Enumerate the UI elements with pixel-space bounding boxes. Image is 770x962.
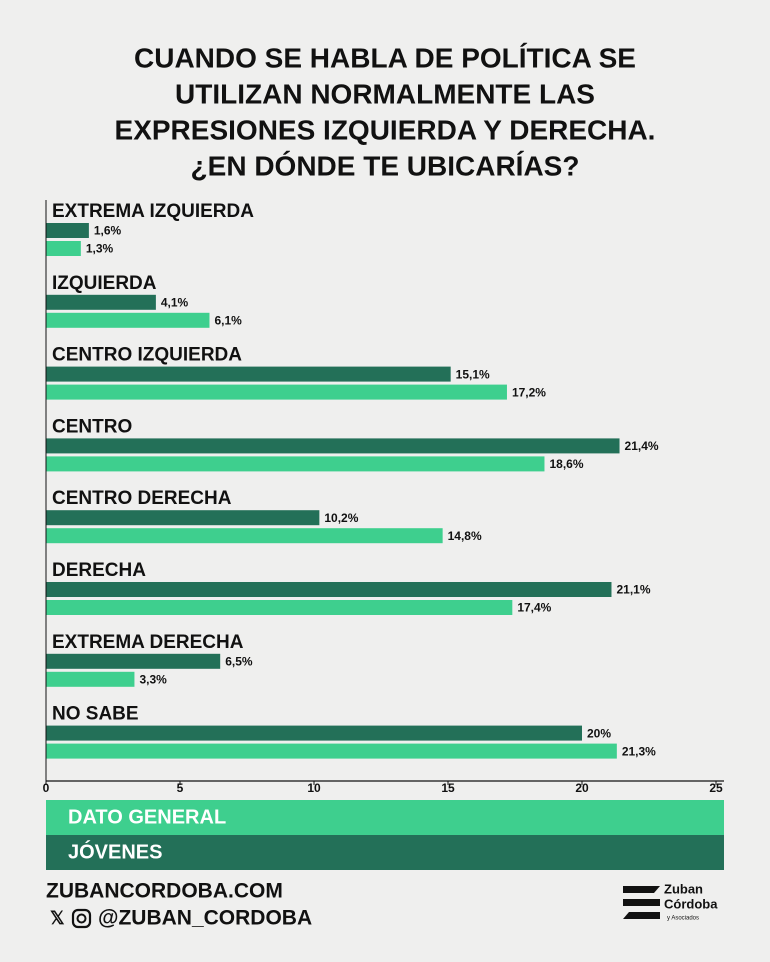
value-label: 10,2% bbox=[324, 511, 358, 525]
value-label: 17,2% bbox=[512, 385, 546, 399]
value-label: 1,3% bbox=[86, 242, 114, 256]
x-tick-label: 0 bbox=[43, 781, 50, 795]
x-tick-label: 15 bbox=[441, 781, 455, 795]
bar bbox=[46, 528, 443, 544]
category-label: CENTRO DERECHA bbox=[52, 488, 232, 509]
bar bbox=[46, 456, 545, 472]
bar bbox=[46, 671, 135, 687]
bar bbox=[46, 312, 210, 328]
category-label: NO SABE bbox=[52, 704, 139, 725]
value-label: 15,1% bbox=[456, 367, 490, 381]
value-label: 3,3% bbox=[139, 672, 167, 686]
website: ZUBANCORDOBA.COM bbox=[46, 880, 283, 903]
x-tick-label: 20 bbox=[575, 781, 589, 795]
value-label: 4,1% bbox=[161, 295, 189, 309]
logo-text: Córdoba bbox=[664, 896, 718, 911]
value-label: 1,6% bbox=[94, 224, 122, 238]
bar bbox=[46, 241, 81, 256]
bar bbox=[46, 384, 507, 400]
instagram-icon bbox=[71, 908, 92, 929]
bar bbox=[46, 725, 582, 741]
value-label: 21,1% bbox=[616, 583, 650, 597]
bar bbox=[46, 510, 320, 526]
value-label: 14,8% bbox=[448, 529, 482, 543]
chart-title: EXPRESIONES IZQUIERDA Y DERECHA. bbox=[115, 114, 656, 145]
bar bbox=[46, 223, 89, 238]
value-label: 6,5% bbox=[225, 654, 253, 668]
bar bbox=[46, 600, 513, 615]
logo-mark bbox=[623, 886, 660, 919]
instagram-icon bbox=[76, 913, 87, 924]
bar bbox=[46, 366, 451, 382]
category-label: EXTREMA IZQUIERDA bbox=[52, 201, 254, 222]
value-label: 20% bbox=[587, 726, 611, 740]
chart-title: CUANDO SE HABLA DE POLÍTICA SE bbox=[134, 42, 636, 73]
category-label: CENTRO bbox=[52, 416, 132, 437]
legend-label: JÓVENES bbox=[68, 839, 162, 863]
chart-title: UTILIZAN NORMALMENTE LAS bbox=[175, 78, 595, 109]
category-label: IZQUIERDA bbox=[52, 273, 157, 294]
bar bbox=[46, 438, 620, 454]
logo-text: y Asociados bbox=[667, 916, 699, 922]
legend-swatch bbox=[46, 800, 724, 835]
value-label: 21,3% bbox=[622, 744, 656, 758]
category-label: CENTRO IZQUIERDA bbox=[52, 345, 242, 366]
bar bbox=[46, 582, 612, 597]
handle: @ZUBAN_CORDOBA bbox=[98, 907, 312, 930]
chart-title: ¿EN DÓNDE TE UBICARÍAS? bbox=[191, 150, 580, 181]
value-label: 21,4% bbox=[625, 439, 659, 453]
bar bbox=[46, 294, 156, 310]
bar bbox=[46, 743, 617, 759]
value-label: 17,4% bbox=[517, 601, 551, 615]
category-label: DERECHA bbox=[52, 560, 146, 581]
x-tick-label: 25 bbox=[709, 781, 723, 795]
x-icon: 𝕏 bbox=[50, 908, 65, 928]
bar bbox=[46, 653, 221, 669]
x-tick-label: 10 bbox=[307, 781, 321, 795]
value-label: 6,1% bbox=[214, 313, 242, 327]
legend-swatch bbox=[46, 835, 724, 870]
x-tick-label: 5 bbox=[177, 781, 184, 795]
value-label: 18,6% bbox=[549, 457, 583, 471]
legend-label: DATO GENERAL bbox=[68, 806, 226, 828]
category-label: EXTREMA DERECHA bbox=[52, 632, 244, 653]
logo-text: Zuban bbox=[664, 881, 703, 896]
